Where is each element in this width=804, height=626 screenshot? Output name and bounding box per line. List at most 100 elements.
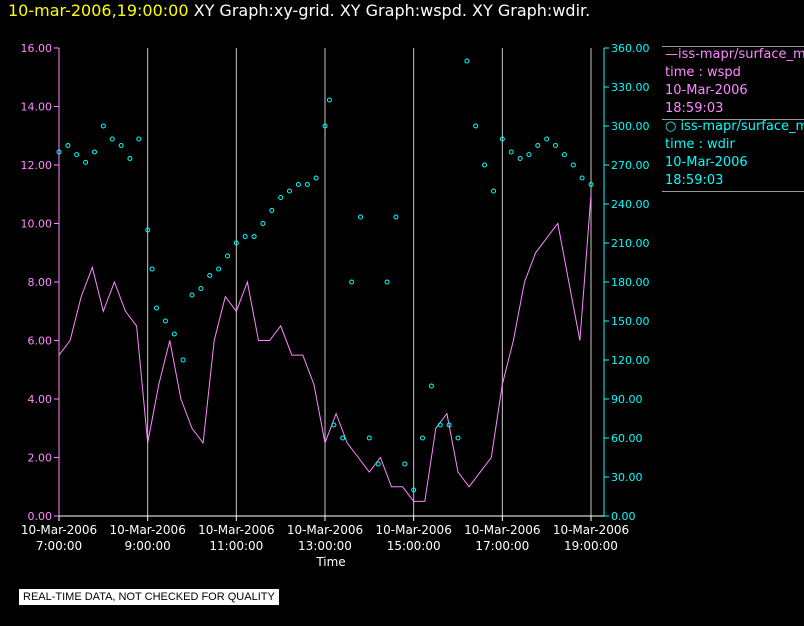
legend-divider-top — [662, 46, 804, 47]
legend-wdir-var: time : wdir — [665, 137, 735, 152]
wdir-point — [375, 461, 381, 467]
wdir-point — [92, 149, 97, 155]
wdir-point — [242, 234, 248, 239]
wdir-series — [56, 58, 594, 493]
wdir-point — [446, 422, 452, 428]
wdir-point — [56, 149, 62, 155]
wdir-point — [118, 143, 124, 148]
wdir-point — [136, 136, 142, 142]
x-tick-date: 10-Mar-2006 — [287, 523, 363, 537]
wdir-point — [561, 152, 567, 158]
x-axis: 10-Mar-2006 7:00:00 10-Mar-2006 9:00:00 10-M… — [21, 516, 629, 553]
legend-entry-wspd: —iss-mapr/surface_m time : wspd 10-Mar-2… — [665, 46, 804, 118]
wdir-point — [180, 357, 186, 363]
x-tick-time: 7:00:00 — [36, 539, 82, 553]
right-tick-label: 90.00 — [611, 393, 643, 406]
title-graph-list: XY Graph:xy-grid. XY Graph:wspd. XY Grap… — [193, 1, 591, 20]
wdir-point — [437, 422, 443, 428]
x-tick-time: 19:00:00 — [564, 539, 618, 553]
x-tick-date: 10-Mar-2006 — [464, 523, 540, 537]
wdir-point — [260, 221, 266, 226]
wdir-point — [225, 253, 230, 259]
wdir-point — [588, 182, 594, 187]
x-tick-time: 13:00:00 — [298, 539, 352, 553]
wdir-point — [491, 188, 496, 194]
left-tick-label: 2.00 — [28, 452, 53, 465]
wdir-point — [428, 383, 434, 389]
wdir-point — [349, 279, 355, 285]
left-tick-label: 14.00 — [21, 101, 53, 114]
wdir-point — [74, 152, 80, 158]
legend-wspd-line: —iss-mapr/surface_m — [665, 47, 804, 62]
wdir-point — [269, 208, 275, 213]
legend-wspd-date: 10-Mar-2006 — [665, 83, 748, 98]
wdir-point — [295, 182, 301, 187]
wdir-point — [322, 123, 328, 129]
wdir-point — [109, 136, 115, 142]
wdir-point — [499, 136, 505, 142]
right-tick-label: 360.00 — [611, 42, 650, 55]
x-tick-date: 10-Mar-2006 — [553, 523, 629, 537]
wdir-point — [464, 58, 470, 64]
wdir-point — [579, 175, 585, 181]
wdir-point — [313, 175, 319, 181]
right-tick-label: 150.00 — [611, 315, 650, 328]
wdir-point — [216, 266, 222, 272]
x-tick-date: 10-Mar-2006 — [198, 523, 274, 537]
wdir-point — [358, 214, 363, 220]
left-tick-label: 4.00 — [28, 393, 53, 406]
left-tick-label: 16.00 — [21, 42, 53, 55]
right-tick-label: 30.00 — [611, 471, 643, 484]
wdir-point — [162, 318, 168, 324]
wdir-point — [145, 227, 151, 233]
wdir-point — [198, 286, 204, 291]
legend-divider-bottom — [662, 191, 804, 192]
right-tick-label: 270.00 — [611, 159, 650, 172]
wdir-point — [384, 279, 390, 285]
wspd-series — [58, 194, 592, 502]
right-tick-label: 60.00 — [611, 432, 643, 445]
wdir-point — [535, 143, 541, 148]
x-tick-date: 10-Mar-2006 — [21, 523, 97, 537]
wdir-point — [420, 435, 425, 441]
wdir-point — [455, 435, 461, 441]
right-tick-label: 180.00 — [611, 276, 650, 289]
wdir-point — [526, 152, 532, 158]
left-tick-label: 12.00 — [21, 159, 53, 172]
x-tick-time: 17:00:00 — [475, 539, 529, 553]
chart-title-bar: 10-mar-2006,19:00:00 XY Graph:xy-grid. X… — [8, 1, 590, 20]
wdir-point — [83, 159, 89, 165]
legend-entry-wdir: ○ iss-mapr/surface_m time : wdir 10-Mar-… — [665, 118, 804, 190]
wdir-point — [326, 97, 332, 103]
wdir-point — [233, 240, 239, 246]
right-tick-label: 210.00 — [611, 237, 650, 250]
legend-wspd-time: 18:59:03 — [665, 101, 724, 116]
x-tick-time: 15:00:00 — [387, 539, 441, 553]
x-tick-date: 10-Mar-2006 — [375, 523, 451, 537]
wdir-point — [251, 234, 257, 239]
legend-wdir-time: 18:59:03 — [665, 173, 724, 188]
wdir-point — [517, 156, 523, 161]
quality-disclaimer: REAL-TIME DATA, NOT CHECKED FOR QUALITY — [19, 589, 279, 605]
wdir-point — [100, 123, 106, 129]
wdir-point — [473, 123, 479, 129]
left-tick-label: 10.00 — [21, 218, 53, 231]
wdir-point — [411, 487, 417, 493]
wdir-point — [544, 136, 550, 142]
legend-wdir-date: 10-Mar-2006 — [665, 155, 748, 170]
wdir-point — [189, 292, 195, 298]
x-axis-label: Time — [315, 555, 345, 569]
left-tick-label: 0.00 — [28, 510, 53, 523]
wdir-point — [207, 273, 213, 278]
wdir-point — [393, 214, 399, 220]
x-tick-date: 10-Mar-2006 — [109, 523, 185, 537]
right-tick-label: 120.00 — [611, 354, 650, 367]
wdir-point — [149, 266, 155, 272]
wspd-line — [58, 194, 592, 502]
right-tick-label: 330.00 — [611, 81, 650, 94]
title-timestamp: 10-mar-2006,19:00:00 — [8, 1, 189, 20]
wdir-point — [340, 435, 346, 441]
wdir-point — [553, 143, 558, 148]
legend-wdir-marker: ○ iss-mapr/surface_m — [665, 119, 804, 134]
